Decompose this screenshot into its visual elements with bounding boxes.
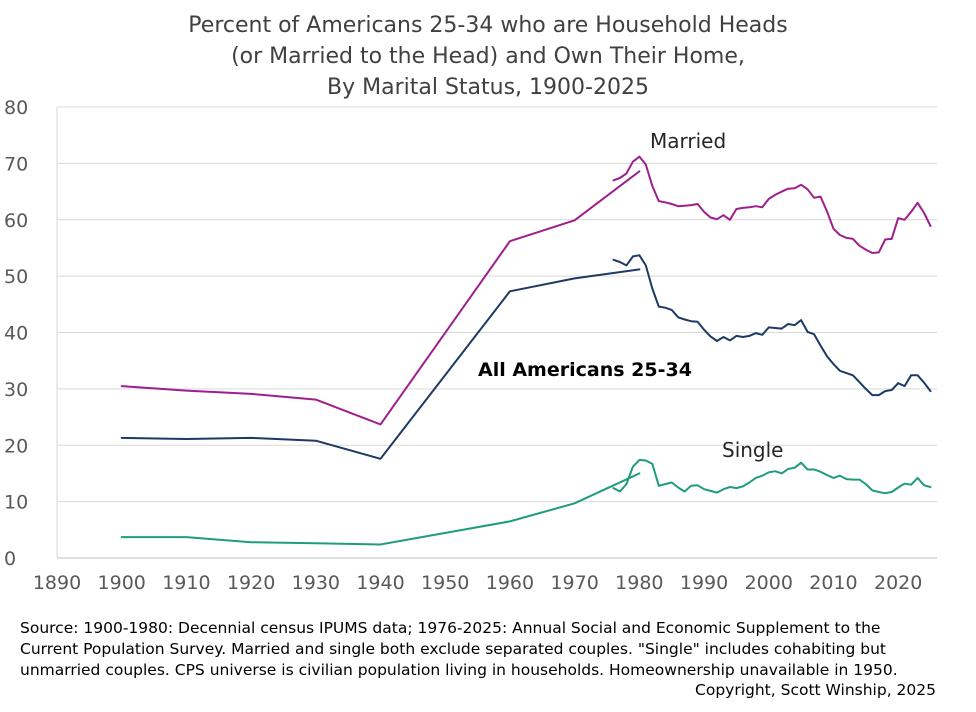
y-tick-label: 70 xyxy=(4,153,28,175)
series-line-single-cps xyxy=(612,458,932,495)
x-tick-label: 1980 xyxy=(615,572,663,594)
y-tick-label: 60 xyxy=(4,210,28,232)
series-labels: Married All Americans 25-34 Single xyxy=(478,129,783,462)
chart-title-line-3: By Marital Status, 1900-2025 xyxy=(327,75,649,100)
x-tick-label: 1960 xyxy=(486,572,534,594)
x-tick-label: 2020 xyxy=(874,572,922,594)
x-tick-label: 1990 xyxy=(680,572,728,594)
x-tick-label: 1910 xyxy=(162,572,210,594)
chart-title: Percent of Americans 25-34 who are House… xyxy=(0,10,976,103)
x-tick-label: 1970 xyxy=(550,572,598,594)
y-tick-label: 30 xyxy=(4,379,28,401)
y-tick-label: 80 xyxy=(4,97,28,119)
copyright: Copyright, Scott Winship, 2025 xyxy=(695,681,936,699)
x-tick-label: 1890 xyxy=(33,572,81,594)
series-line-married-census xyxy=(120,170,641,426)
y-tick-label: 0 xyxy=(4,548,16,570)
series-line-all-americans-25-34-cps xyxy=(612,254,932,397)
x-tick-label: 1920 xyxy=(227,572,275,594)
x-tick-label: 2000 xyxy=(745,572,793,594)
series-lines xyxy=(120,155,932,546)
chart-title-line-1: Percent of Americans 25-34 who are House… xyxy=(188,13,788,38)
series-label-married: Married xyxy=(650,129,726,153)
y-tick-label: 50 xyxy=(4,266,28,288)
series-line-married-cps xyxy=(612,155,932,254)
x-tick-label: 1940 xyxy=(356,572,404,594)
y-tick-label: 10 xyxy=(4,492,28,514)
x-tick-label: 1930 xyxy=(292,572,340,594)
chart-title-line-2: (or Married to the Head) and Own Their H… xyxy=(231,44,745,69)
source-text: Source: 1900-1980: Decennial census IPUM… xyxy=(20,619,898,679)
x-tick-label: 2010 xyxy=(809,572,857,594)
y-tick-label: 40 xyxy=(4,323,28,345)
x-tick-label: 1950 xyxy=(421,572,469,594)
series-line-all-americans-25-34-census xyxy=(120,268,641,460)
series-line-single-census xyxy=(120,472,641,546)
series-label-all-americans: All Americans 25-34 xyxy=(478,359,692,381)
source-note: Source: 1900-1980: Decennial census IPUM… xyxy=(20,618,938,681)
x-tick-label: 1900 xyxy=(98,572,146,594)
axes: 0 10 20 30 40 50 60 70 80 1890 1900 1910 1920 1930 194… xyxy=(4,97,937,594)
y-tick-label: 20 xyxy=(4,435,28,457)
gridlines xyxy=(57,106,937,503)
series-label-single: Single xyxy=(722,438,783,462)
